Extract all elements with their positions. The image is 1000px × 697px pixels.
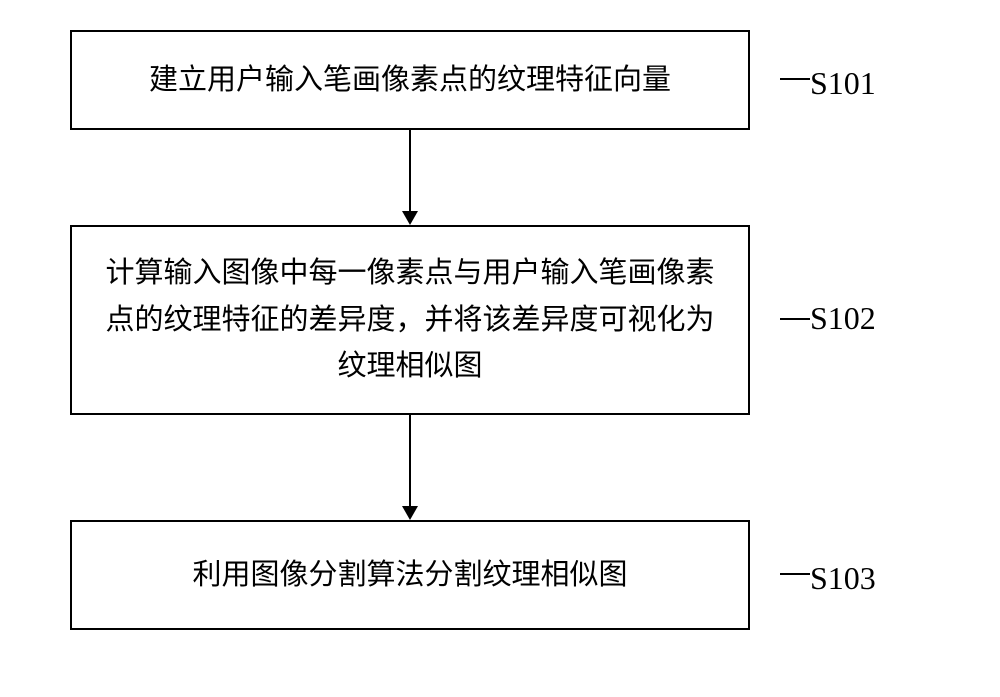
label-text: S101 (810, 65, 876, 101)
flowchart-canvas: 建立用户输入笔画像素点的纹理特征向量 S101 计算输入图像中每一像素点与用户输… (0, 0, 1000, 697)
edge-line (409, 130, 411, 211)
node-label-s103: S103 (810, 560, 876, 597)
connector-line (780, 573, 810, 575)
node-label-s101: S101 (810, 65, 876, 102)
node-text: 计算输入图像中每一像素点与用户输入笔画像素点的纹理特征的差异度，并将该差异度可视… (92, 250, 728, 389)
connector-line (780, 318, 810, 320)
flowchart-node-s102: 计算输入图像中每一像素点与用户输入笔画像素点的纹理特征的差异度，并将该差异度可视… (70, 225, 750, 415)
connector-line (780, 78, 810, 80)
arrowhead-icon (402, 506, 418, 520)
node-text: 利用图像分割算法分割纹理相似图 (192, 552, 627, 598)
edge-line (409, 415, 411, 506)
flowchart-node-s101: 建立用户输入笔画像素点的纹理特征向量 (70, 30, 750, 130)
flowchart-node-s103: 利用图像分割算法分割纹理相似图 (70, 520, 750, 630)
label-text: S103 (810, 560, 876, 596)
label-text: S102 (810, 300, 876, 336)
node-label-s102: S102 (810, 300, 876, 337)
node-text: 建立用户输入笔画像素点的纹理特征向量 (149, 57, 671, 103)
arrowhead-icon (402, 211, 418, 225)
